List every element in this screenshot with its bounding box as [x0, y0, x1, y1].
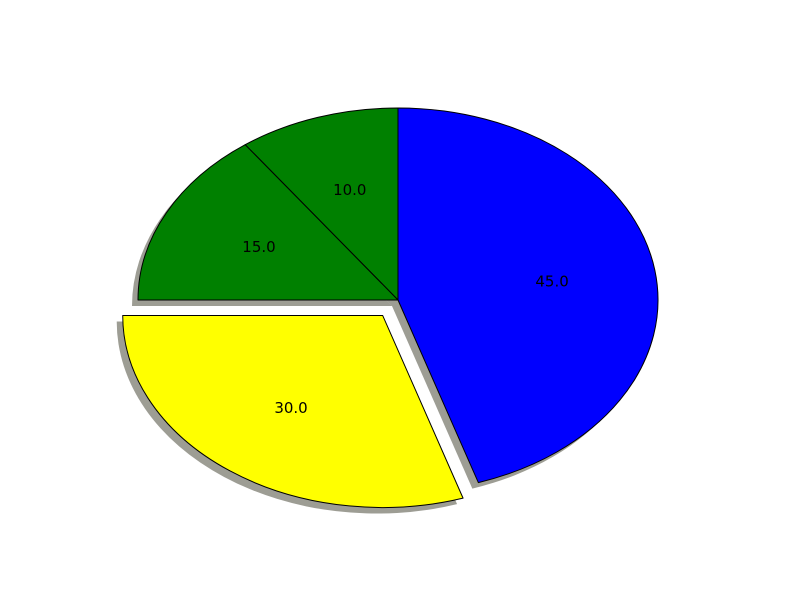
pie-slice-45-0 [397, 107, 659, 484]
pie-slice-15-0 [137, 144, 399, 301]
pie-slice-30-0 [122, 315, 464, 509]
pie-label-layer: 10.0 15.0 30.0 45.0 [242, 181, 568, 417]
slice-label: 15.0 [242, 238, 275, 256]
slice-label: 45.0 [535, 272, 568, 290]
slice-label: 30.0 [274, 399, 307, 417]
slice-label: 10.0 [333, 181, 366, 199]
pie-slice-layer [122, 107, 659, 509]
pie-slice-10-0 [244, 107, 399, 301]
